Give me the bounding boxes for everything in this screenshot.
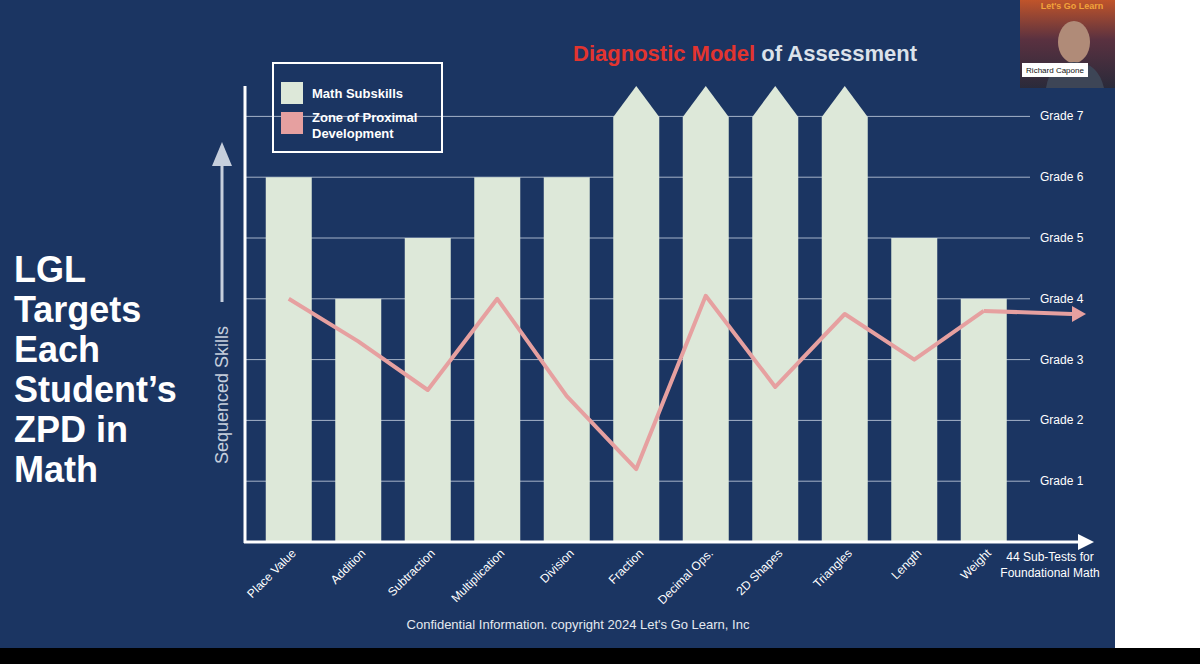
video-logo: Let's Go Learn — [1041, 1, 1104, 11]
legend-frame — [273, 63, 442, 152]
side-panel — [1115, 0, 1200, 648]
side-heading: LGLTargetsEachStudent’sZPD inMath — [14, 249, 177, 490]
x-axis-title-line: Foundational Math — [1000, 566, 1099, 580]
x-tick-label: Multiplication — [448, 546, 507, 605]
screen-background — [0, 0, 1200, 664]
video-frame — [1020, 0, 1115, 88]
y-axis-title: Sequenced Skills — [212, 326, 232, 464]
bar — [613, 86, 659, 542]
y-tick-label: Grade 7 — [1040, 109, 1084, 123]
footer: Confidential Information. copyright 2024… — [407, 617, 750, 632]
x-tick-label: Addition — [328, 546, 369, 587]
side-heading-line: Each — [14, 329, 100, 370]
legend-label: Zone of ProximalDevelopment — [312, 110, 417, 141]
y-title-arrow-shaft — [221, 160, 224, 302]
y-tick-label: Grade 1 — [1040, 474, 1084, 488]
legend-label-line: Development — [312, 126, 394, 141]
bar — [474, 177, 520, 542]
x-tick-label: 2D Shapes — [733, 546, 785, 598]
x-tick-label: Length — [889, 546, 925, 582]
x-axis — [244, 541, 1080, 544]
y-tick-label: Grade 4 — [1040, 292, 1084, 306]
legend-label-line: Zone of Proximal — [312, 110, 417, 125]
plot-area — [266, 86, 1007, 542]
speaker-head — [1058, 21, 1090, 63]
legend-label: Math Subskills — [312, 86, 403, 101]
page: Grade 1 Grade 2 Grade 3 Grade 4 Grade 5 Grade… — [0, 0, 1200, 664]
title-rest: of Assessment — [761, 41, 917, 66]
bar — [961, 299, 1007, 542]
bar — [266, 177, 312, 542]
legend-label-line: Math Subskills — [312, 86, 403, 101]
x-tick-label: Division — [537, 546, 577, 586]
x-tick-label: Place Value — [244, 546, 299, 601]
y-tick-label: Grade 6 — [1040, 170, 1084, 184]
chart-title: Diagnostic Model of Assessment — [573, 41, 918, 66]
y-title-arrow-head — [212, 142, 232, 166]
x-tick-label: Triangles — [810, 546, 854, 590]
name-tag — [1022, 63, 1088, 77]
y-axis — [244, 86, 247, 543]
x-axis-arrow — [1078, 534, 1094, 550]
legend: Math Subskills Zone of ProximalDevelopmen… — [273, 63, 442, 152]
y-tick-label: Grade 3 — [1040, 353, 1084, 367]
speaker-name: Richard Capone — [1026, 66, 1084, 75]
legend-swatch — [281, 82, 303, 104]
x-tick-label: Fraction — [606, 546, 647, 587]
x-tick-label: Decimal Ops. — [655, 546, 716, 607]
legend-swatch — [281, 112, 303, 134]
side-heading-line: ZPD in — [14, 409, 128, 450]
y-tick-label: Grade 2 — [1040, 413, 1084, 427]
video-overlay: Let's Go Learn Richard Capone — [1020, 0, 1115, 88]
bar — [752, 86, 798, 542]
x-axis-title: 44 Sub-Tests for Foundational Math — [1000, 550, 1099, 580]
x-tick-label: Subtraction — [385, 546, 438, 599]
x-tick-label: Weight — [958, 546, 995, 583]
zpd-line — [289, 296, 984, 469]
bar — [335, 299, 381, 542]
bar — [891, 238, 937, 542]
bar — [544, 177, 590, 542]
slide-background — [0, 0, 1115, 648]
side-heading-line: Targets — [14, 289, 141, 330]
y-tick-label: Grade 5 — [1040, 231, 1084, 245]
side-heading-line: Student’s — [14, 369, 177, 410]
side-heading-line: LGL — [14, 249, 86, 290]
title-emphasis: Diagnostic Model — [573, 41, 761, 66]
side-heading-line: Math — [14, 449, 98, 490]
zpd-continuation — [984, 311, 1072, 314]
x-axis-title-line: 44 Sub-Tests for — [1006, 550, 1093, 564]
zpd-arrowhead — [1072, 306, 1086, 322]
